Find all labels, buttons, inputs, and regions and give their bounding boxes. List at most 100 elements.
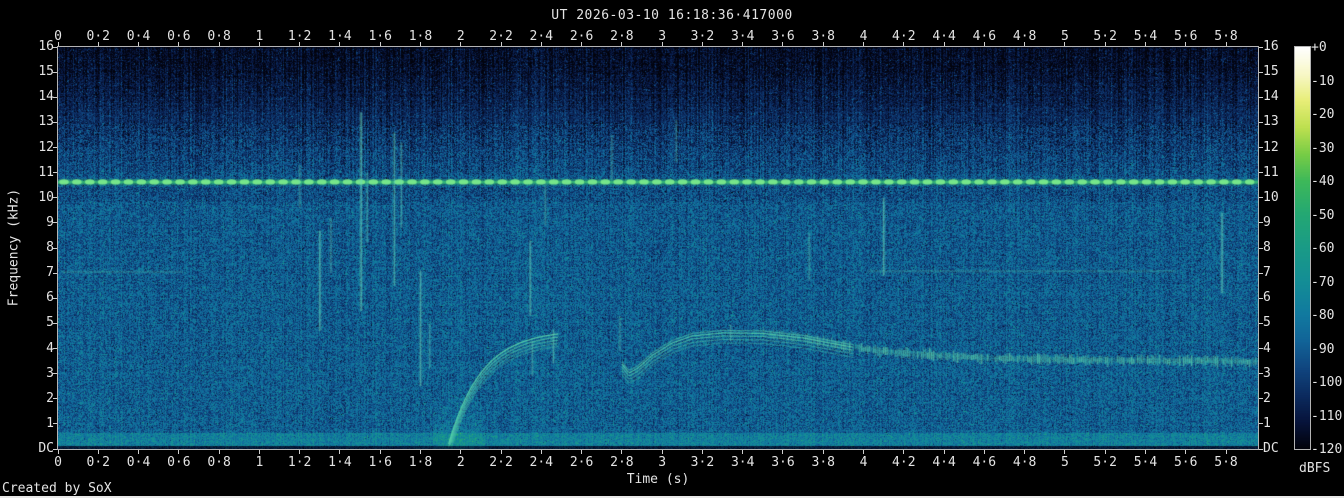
tick-label: 0·8 <box>207 455 231 470</box>
tick-label: -30 <box>1311 140 1335 156</box>
credit-text: Created by SoX <box>2 481 112 496</box>
tick-mark <box>53 147 57 148</box>
tick-label: 3·4 <box>730 455 755 470</box>
spectrogram-canvas <box>58 47 1258 449</box>
tick-mark <box>1104 450 1106 454</box>
tick-label: 1·4 <box>328 455 352 470</box>
tick-label: 16 <box>38 39 54 54</box>
tick-mark <box>258 450 260 454</box>
tick-label: 8 <box>1263 240 1271 255</box>
tick-mark <box>581 42 583 46</box>
tick-mark <box>53 373 57 375</box>
tick-mark <box>822 42 824 46</box>
tick-mark <box>53 322 57 324</box>
tick-label: 1·6 <box>368 29 392 44</box>
tick-mark <box>1259 46 1263 48</box>
tick-mark <box>1064 42 1066 46</box>
tick-mark <box>540 450 542 454</box>
tick-mark <box>1259 448 1263 450</box>
tick-mark <box>742 42 744 46</box>
tick-mark <box>218 450 220 454</box>
tick-label: 4 <box>859 455 868 470</box>
tick-label: 16 <box>1263 39 1279 54</box>
tick-label: 11 <box>1263 164 1279 180</box>
tick-label: 0·6 <box>167 455 191 470</box>
tick-mark <box>1259 322 1263 324</box>
tick-mark <box>1259 423 1263 425</box>
tick-label: 3·8 <box>811 29 835 44</box>
tick-mark <box>1225 450 1227 454</box>
tick-mark <box>1259 172 1263 174</box>
tick-label: 12 <box>38 139 54 155</box>
tick-label: 1·4 <box>328 29 352 44</box>
tick-label: 2·2 <box>489 29 513 44</box>
tick-label: 2·4 <box>529 29 554 44</box>
tick-label: 3·2 <box>690 29 715 44</box>
tick-mark <box>460 42 462 46</box>
tick-label: 4·2 <box>892 29 916 44</box>
tick-mark <box>299 450 301 454</box>
tick-label: 1·2 <box>287 29 312 44</box>
tick-mark <box>581 450 583 454</box>
tick-mark <box>1024 450 1026 454</box>
tick-mark <box>1259 373 1263 375</box>
tick-mark <box>621 42 623 46</box>
tick-label: 3·6 <box>771 29 795 44</box>
tick-label: 5·6 <box>1173 455 1198 470</box>
tick-label: 4·4 <box>932 29 956 44</box>
tick-label: 5 <box>1060 29 1069 44</box>
tick-mark <box>1259 147 1263 148</box>
tick-label: 9 <box>1263 214 1271 230</box>
tick-mark <box>983 42 985 46</box>
tick-mark <box>53 348 57 349</box>
tick-mark <box>943 42 945 46</box>
tick-label: 13 <box>1263 114 1279 130</box>
tick-mark <box>863 42 865 46</box>
tick-mark <box>1144 450 1146 454</box>
tick-mark <box>419 42 421 46</box>
tick-mark <box>53 423 57 425</box>
tick-mark <box>701 42 703 46</box>
tick-mark <box>1259 272 1263 274</box>
tick-label: -10 <box>1311 73 1335 89</box>
tick-mark <box>943 450 945 454</box>
tick-mark <box>1259 247 1263 249</box>
tick-label: 3 <box>1263 365 1271 381</box>
tick-label: 0·8 <box>207 29 231 44</box>
tick-mark <box>1144 42 1146 46</box>
tick-label: 3·4 <box>730 29 755 44</box>
tick-label: 4·6 <box>972 29 997 44</box>
tick-label: 4·8 <box>1012 455 1037 470</box>
tick-label: 5·2 <box>1093 29 1117 44</box>
tick-label: 5·8 <box>1214 29 1238 44</box>
tick-label: 2·6 <box>569 29 594 44</box>
tick-label: 2·8 <box>610 29 634 44</box>
tick-label: 2·4 <box>529 455 554 470</box>
colorbar-title: dBFS <box>1299 461 1331 476</box>
tick-mark <box>903 450 905 454</box>
tick-mark <box>138 450 140 454</box>
tick-label: 5·8 <box>1214 455 1238 470</box>
tick-label: 12 <box>1263 139 1279 155</box>
tick-mark <box>983 450 985 454</box>
tick-mark <box>258 42 260 46</box>
tick-label: 9 <box>46 214 54 230</box>
tick-mark <box>1259 398 1263 400</box>
tick-label: -110 <box>1311 408 1343 424</box>
tick-label: 15 <box>1263 64 1279 80</box>
tick-mark <box>53 297 57 299</box>
tick-mark <box>903 42 905 46</box>
tick-mark <box>53 121 57 123</box>
tick-mark <box>500 450 502 454</box>
tick-mark <box>1024 42 1026 46</box>
tick-label: 8 <box>46 240 54 255</box>
tick-label: -60 <box>1311 241 1335 256</box>
tick-mark <box>1225 42 1227 46</box>
tick-label: 0·6 <box>167 29 191 44</box>
page-title: UT 2026-03-10 16:18:36·417000 <box>551 8 793 23</box>
tick-label: DC <box>1263 441 1279 456</box>
tick-mark <box>782 42 784 46</box>
tick-mark <box>97 42 99 46</box>
tick-mark <box>1259 71 1263 73</box>
tick-label: 0·2 <box>86 455 111 470</box>
